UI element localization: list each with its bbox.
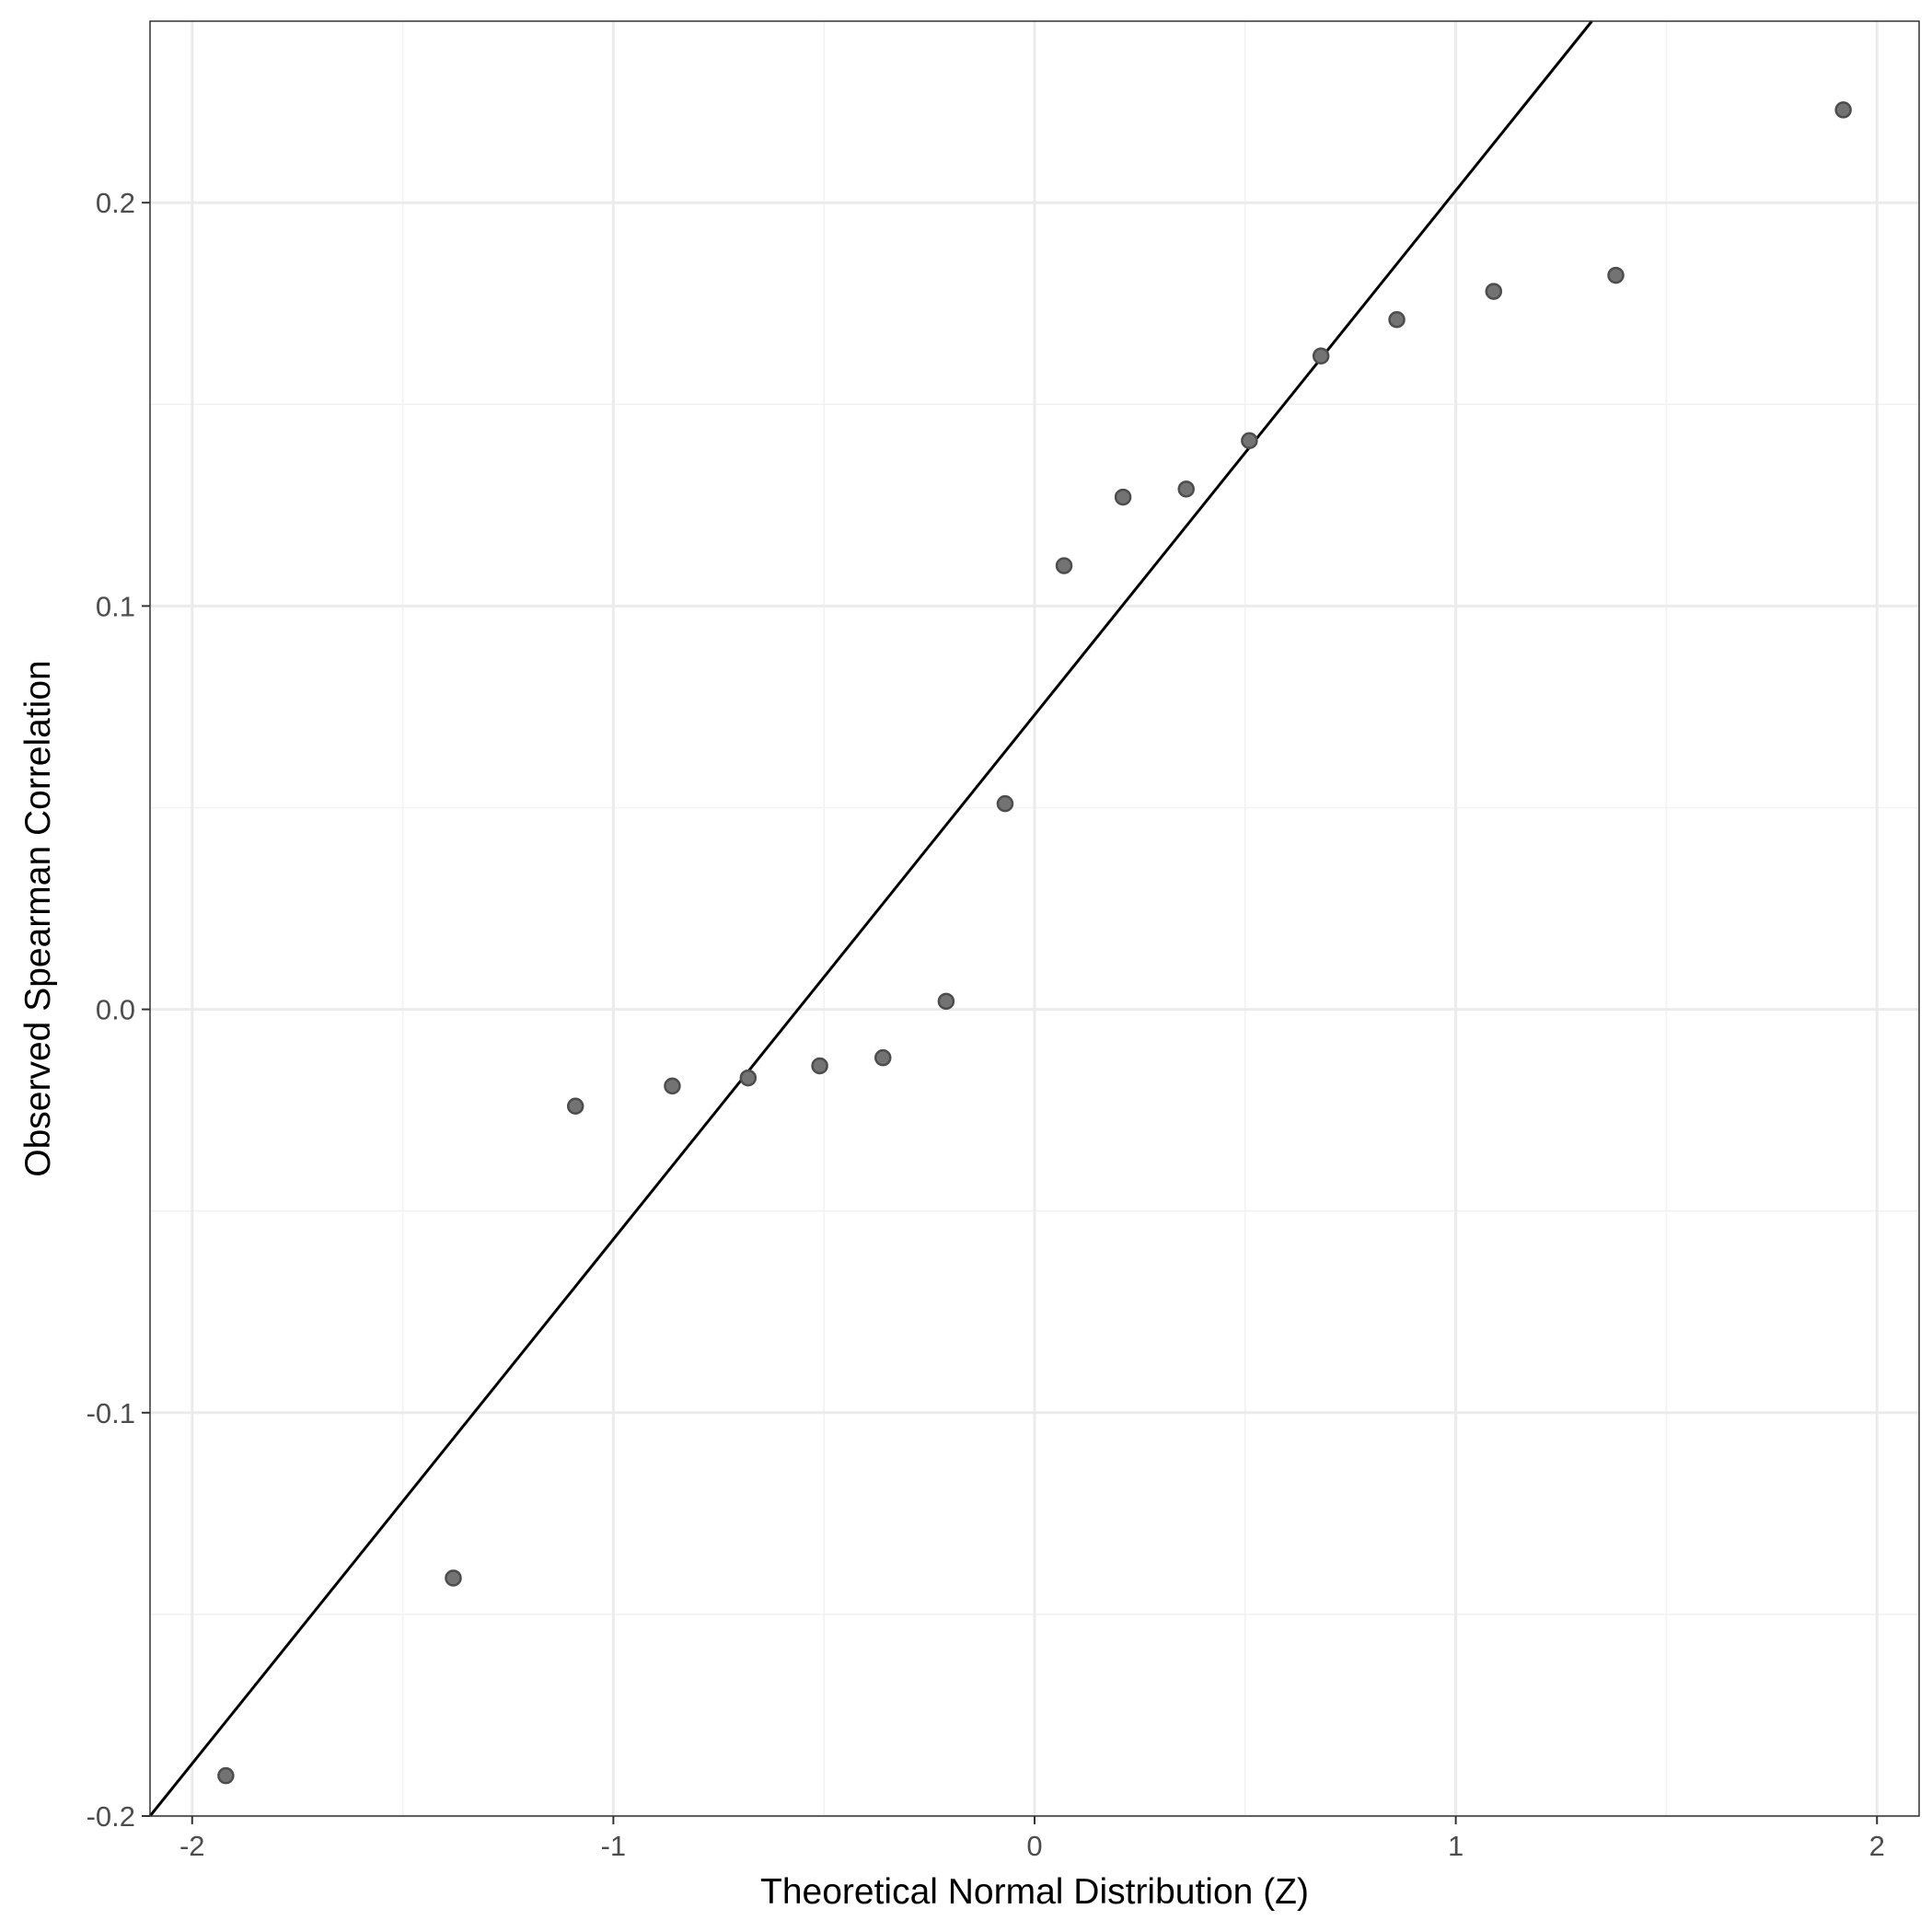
x-tick-label: 2 bbox=[1869, 1830, 1885, 1862]
data-points bbox=[217, 101, 1852, 1785]
x-tick-label: -2 bbox=[179, 1830, 205, 1862]
data-point bbox=[1312, 347, 1330, 364]
data-point bbox=[217, 1766, 235, 1785]
data-point bbox=[1607, 266, 1625, 284]
data-point bbox=[1388, 311, 1406, 329]
x-tick-label: -1 bbox=[601, 1830, 627, 1862]
reference-line-group bbox=[148, 20, 1593, 1817]
data-point bbox=[874, 1048, 892, 1067]
y-tick-label: 0.1 bbox=[96, 590, 135, 622]
data-point bbox=[996, 794, 1014, 813]
y-tick-label: 0.2 bbox=[96, 187, 135, 219]
data-point bbox=[1241, 432, 1258, 449]
x-axis: -2 -1 0 1 2 bbox=[179, 1816, 1885, 1862]
y-axis: -0.2 -0.1 0.0 0.1 0.2 bbox=[87, 187, 150, 1833]
data-point bbox=[664, 1077, 681, 1095]
data-point bbox=[937, 992, 955, 1011]
data-point bbox=[445, 1569, 462, 1587]
x-tick-label: 1 bbox=[1448, 1830, 1463, 1862]
y-tick-label: -0.1 bbox=[87, 1397, 135, 1429]
x-axis-title: Theoretical Normal Distribution (Z) bbox=[760, 1872, 1309, 1912]
data-point bbox=[1055, 557, 1073, 574]
data-point bbox=[566, 1097, 584, 1116]
data-point bbox=[1177, 480, 1195, 498]
qq-reference-line bbox=[148, 20, 1593, 1817]
data-point bbox=[1114, 488, 1132, 506]
y-axis-title: Observed Spearman Correlation bbox=[18, 660, 58, 1176]
data-point bbox=[811, 1057, 828, 1075]
data-point bbox=[1485, 283, 1503, 300]
y-tick-label: -0.2 bbox=[87, 1800, 135, 1833]
y-tick-label: 0.0 bbox=[96, 994, 135, 1026]
x-tick-label: 0 bbox=[1026, 1830, 1042, 1862]
data-point bbox=[1834, 101, 1852, 119]
data-point bbox=[739, 1069, 758, 1087]
